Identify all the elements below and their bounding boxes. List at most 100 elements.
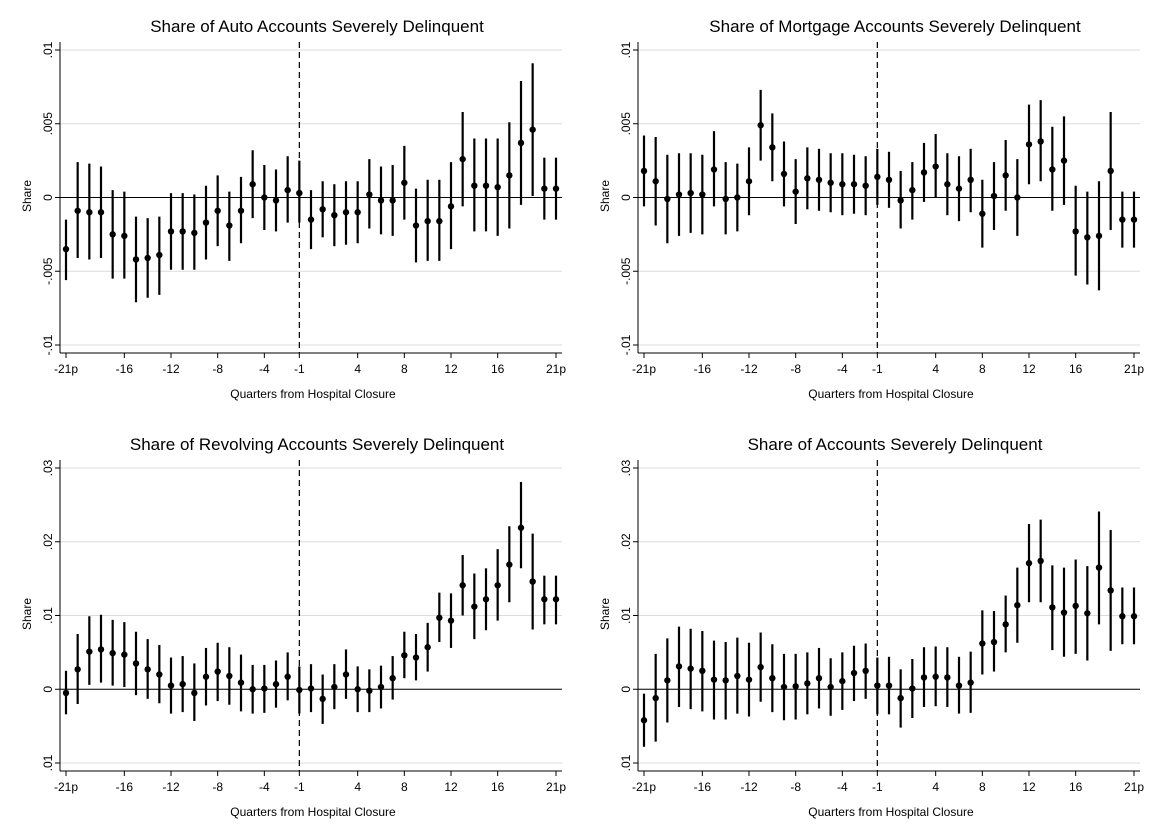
y-axis-label: Share [598,180,612,212]
x-tick-label: -16 [694,780,712,794]
data-point [74,207,81,214]
x-axis-label: Quarters from Hospital Closure [230,805,396,819]
x-tick-label: -8 [212,362,223,376]
plot-area: .01 0 .01 .02 .03 -21p -16 -12 -8 -4 -1 4 8 12 16 21p [619,459,1144,794]
data-point [506,172,513,179]
data-point [932,163,939,170]
chart-svg-all-accounts: Share of Accounts Severely Delinquent Sh… [598,435,1144,819]
data-point [366,191,373,198]
y-tick-label: .02 [41,533,55,550]
x-tick-label: -12 [162,362,180,376]
data-point [319,206,326,213]
x-tick-label: -1 [294,780,305,794]
data-point [862,182,869,189]
x-axis-label: Quarters from Hospital Closure [808,805,974,819]
y-tick-label: .03 [619,459,633,476]
data-point [237,679,245,686]
data-point [769,674,776,682]
data-point [296,189,303,197]
data-point [459,155,466,163]
x-tick-label: -8 [790,362,801,376]
chart-svg-auto: Share of Auto Accounts Severely Delinque… [20,17,566,401]
x-tick-label: -1 [294,362,305,376]
data-point [109,231,116,238]
x-tick-label: -12 [162,780,180,794]
x-tick-label: 4 [354,780,361,794]
y-axis-label: Share [20,598,34,630]
x-tick-label: -12 [740,780,758,794]
x-tick-label: 16 [491,780,505,794]
data-point [1107,587,1114,594]
data-point [436,614,443,621]
data-point [1130,216,1138,223]
data-point [967,176,974,183]
data-point [109,649,116,657]
y-tick-label: .03 [41,459,55,476]
data-point [944,181,951,188]
data-point [640,717,648,724]
data-point [517,139,525,147]
x-tick-label: 8 [401,362,408,376]
data-point [156,671,163,678]
y-tick-label: .005 [619,112,633,136]
x-tick-label: 8 [979,780,986,794]
x-tick-label: -16 [116,780,134,794]
data-point [815,674,823,682]
data-point [144,666,151,673]
data-point [850,181,858,188]
data-point [862,667,869,675]
chart-svg-mortgage: Share of Mortgage Accounts Severely Deli… [598,17,1144,401]
data-point [780,170,788,178]
data-point [769,144,776,151]
data-point [710,676,718,683]
data-point [1095,564,1103,571]
data-point [722,195,729,203]
data-point [979,640,986,647]
data-point [436,217,443,225]
data-point [839,677,846,685]
data-point [354,209,361,216]
data-point [482,596,490,603]
plot-area: .01 0 .01 .02 .03 -21p -16 -12 -8 -4 -1 4 8 12 16 21p [41,459,566,794]
y-tick-label: .02 [619,533,633,550]
data-point [874,173,881,181]
data-point [272,197,280,204]
x-tick-label: -4 [837,362,848,376]
y-axis-label: Share [20,180,34,212]
chart-panel-mortgage: Share of Mortgage Accounts Severely Deli… [578,0,1156,417]
x-tick-label: -21p [632,780,656,794]
data-point [745,676,753,683]
x-tick-label: 4 [932,362,939,376]
data-point [179,228,186,235]
y-tick-label: 0 [41,686,55,693]
data-point [167,228,175,235]
data-point [1119,216,1126,223]
data-point [757,663,764,671]
data-point [990,638,998,646]
data-point [850,669,858,677]
data-point [284,186,291,194]
data-point [389,197,396,204]
data-point [506,561,513,568]
data-point [1130,613,1138,620]
data-point [377,197,385,204]
chart-title: Share of Revolving Accounts Severely Del… [130,435,504,454]
data-point [529,126,536,133]
data-point [202,673,210,680]
data-point [734,194,741,201]
data-point [1014,194,1021,201]
x-tick-label: 16 [1069,780,1083,794]
x-tick-label: 8 [401,780,408,794]
data-point [424,217,431,225]
data-point [1060,609,1068,616]
data-point [1025,141,1033,148]
data-point [1084,610,1091,617]
x-tick-label: 4 [932,780,939,794]
x-tick-label: 8 [979,362,986,376]
x-tick-label: -8 [790,780,801,794]
x-tick-label: 16 [491,362,505,376]
plot-area: -.01 -.005 0 .005 .01 -21p -16 -12 -8 -4 -1 4 8 12 16 2… [619,41,1144,376]
data-point [249,686,256,693]
x-tick-label: -4 [837,780,848,794]
x-tick-label: -8 [212,780,223,794]
